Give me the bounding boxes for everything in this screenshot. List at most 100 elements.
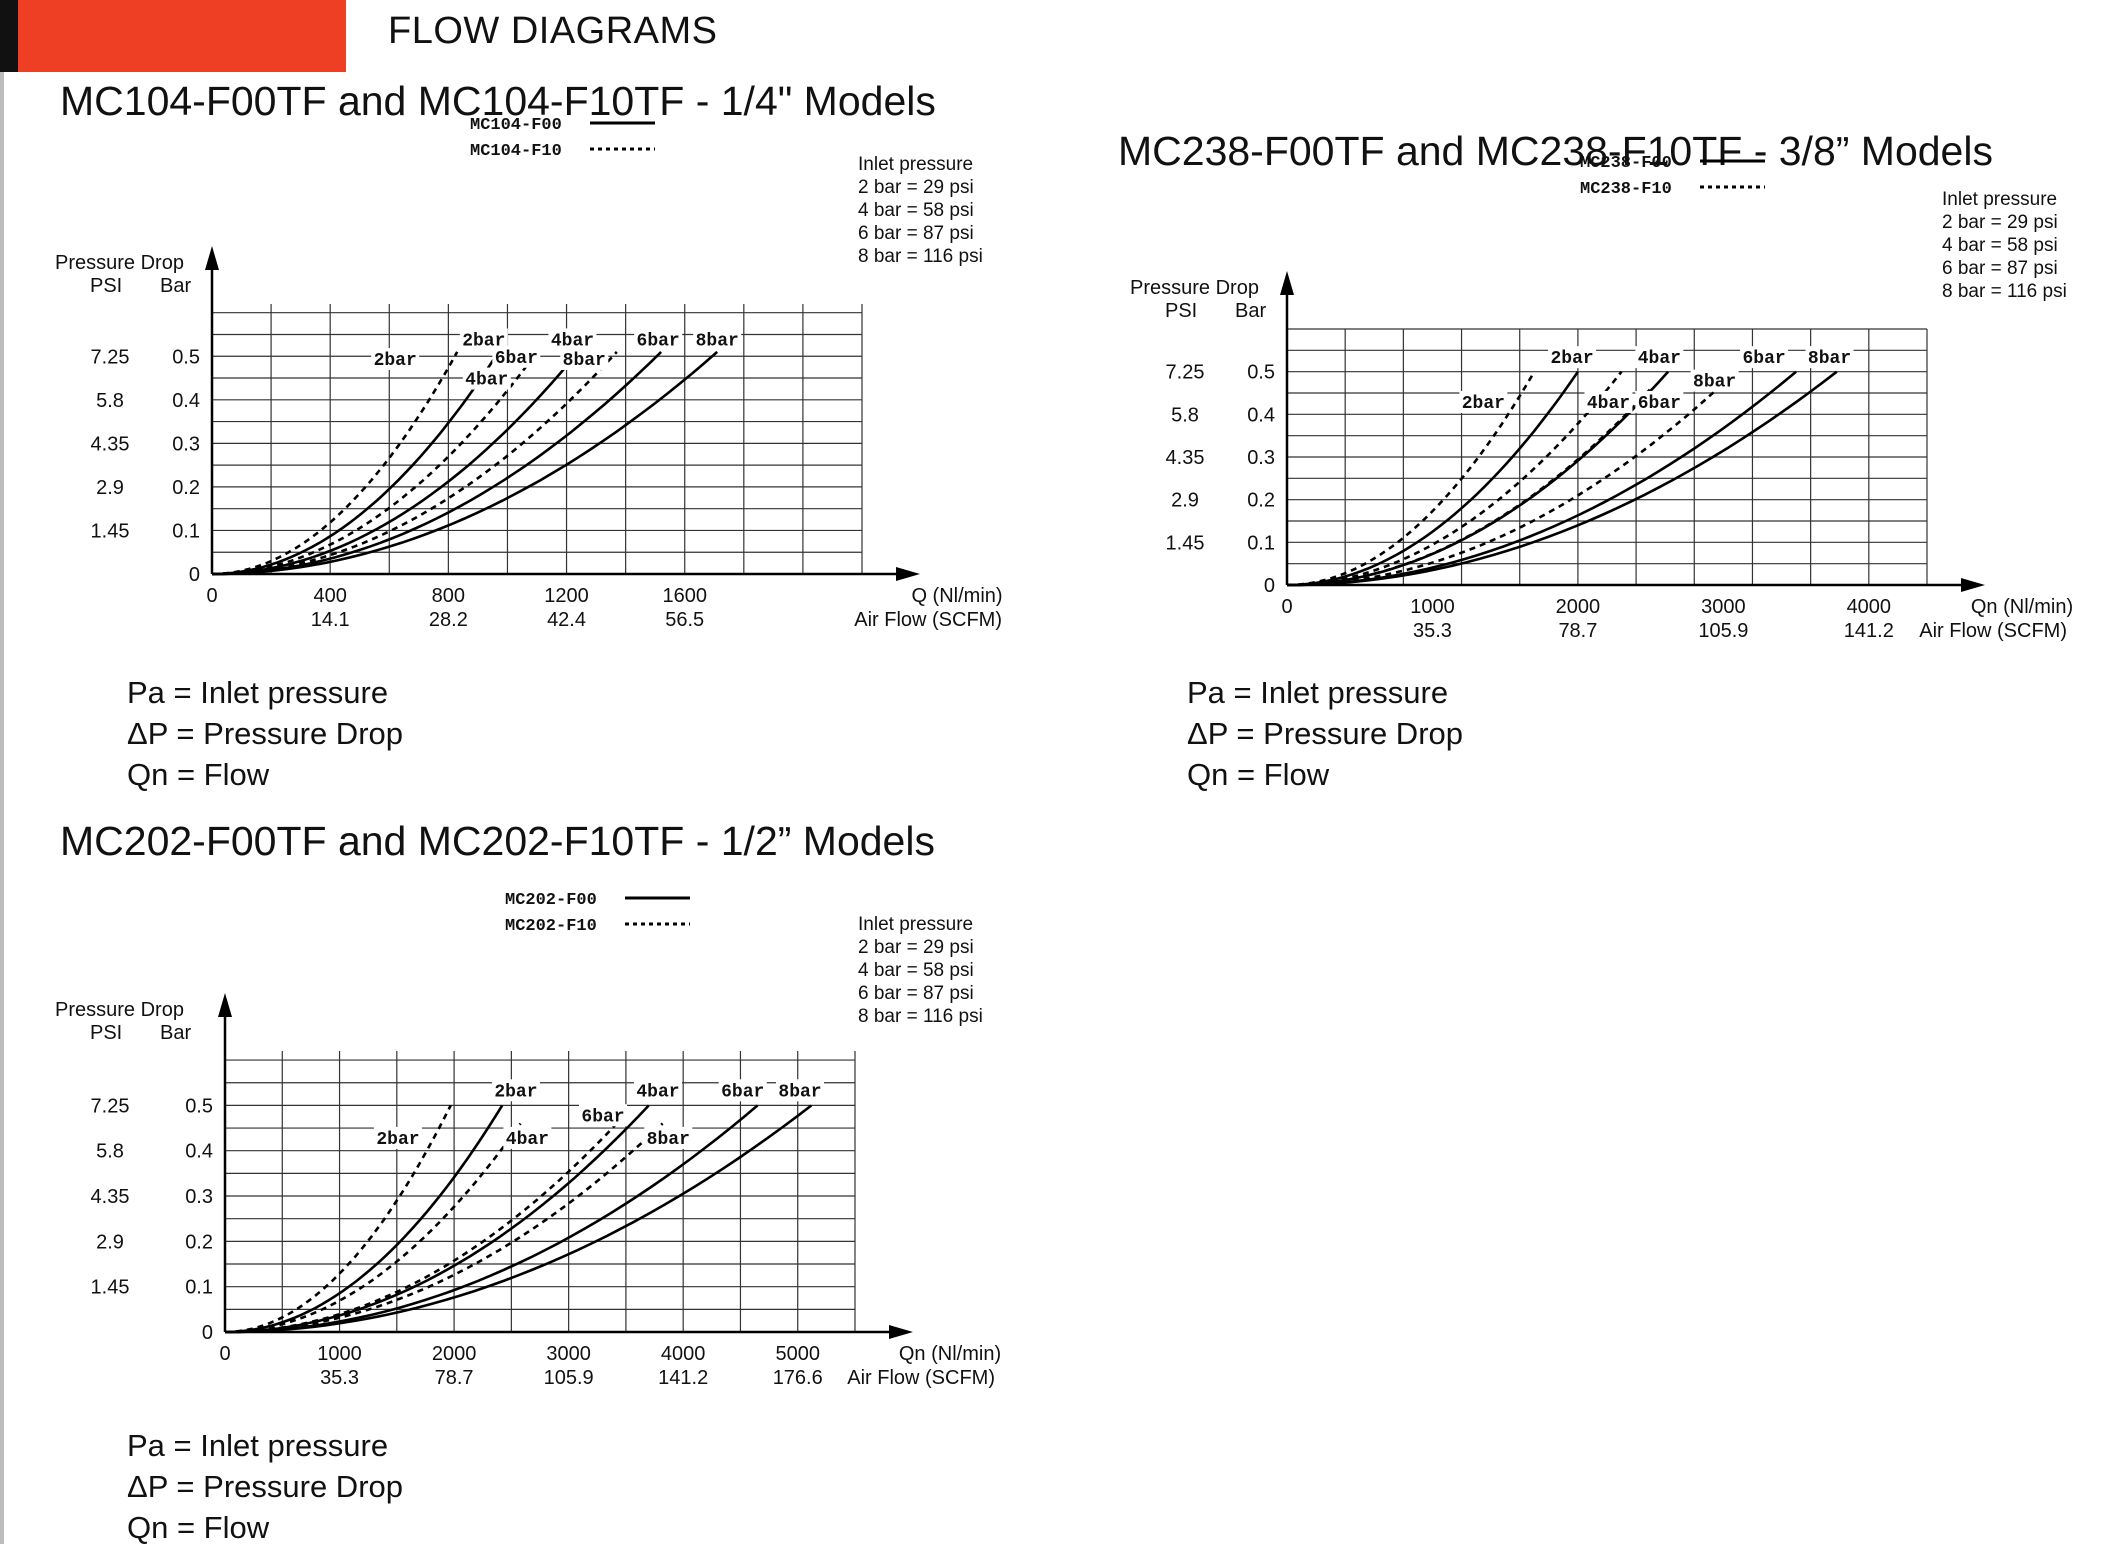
curve-8bar-f10 — [1286, 387, 1719, 587]
x-tick-secondary: 141.2 — [1844, 620, 1894, 642]
curve-6bar-f10 — [1286, 387, 1652, 587]
curve-label-bg — [548, 328, 597, 351]
key-block-2: Pa = Inlet pressure ΔP = Pressure Drop Q… — [1187, 672, 1463, 795]
curve-label: 4bar — [1638, 349, 1681, 369]
curve-label: 6bar — [581, 1107, 624, 1127]
curve-2bar-f10 — [211, 351, 459, 576]
curve-6bar-f00 — [211, 350, 663, 576]
key-dp: ΔP = Pressure Drop — [127, 1469, 404, 1504]
left-margin-rule — [0, 0, 4, 1544]
y-tick-psi: 5.8 — [96, 1141, 124, 1163]
x-tick: 1000 — [1410, 596, 1455, 618]
y-tick-bar: 0.1 — [172, 520, 200, 542]
curve-8bar-f00 — [211, 350, 719, 576]
curve-4bar-f00 — [1286, 370, 1670, 587]
curve-label: 2bar — [1462, 394, 1505, 414]
curve-label-bg — [579, 1104, 627, 1127]
key-qn: Qn = Flow — [1187, 757, 1330, 792]
header-red-bar — [18, 0, 346, 72]
curve-label: 6bar — [637, 331, 680, 351]
curve-label: 6bar — [1638, 394, 1681, 414]
y-axis-unit-bar: Bar — [160, 1022, 191, 1044]
legend-dotted-label: MC104-F10 — [470, 142, 562, 161]
x-tick: 3000 — [546, 1343, 591, 1365]
curve-2bar-f10 — [1286, 371, 1536, 587]
curve-label-bg — [693, 328, 742, 351]
curve-label: 6bar — [495, 349, 538, 369]
x-tick-secondary: 105.9 — [1698, 620, 1748, 642]
inlet-key-line: 2 bar = 29 psi — [858, 177, 974, 198]
curve-4bar-f00 — [211, 351, 580, 576]
y-tick-psi: 5.8 — [96, 390, 124, 412]
curve-label-bg — [503, 1126, 552, 1149]
curve-label-bg — [1805, 346, 1854, 369]
y-tick-psi: 7.25 — [91, 346, 130, 368]
inlet-key-line: Inlet pressure — [858, 154, 973, 175]
curve-label-bg — [1690, 369, 1739, 392]
y-tick-psi: 5.8 — [1171, 404, 1199, 426]
y-axis-title: Pressure Drop — [55, 999, 184, 1021]
y-tick-bar: 0 — [1264, 575, 1275, 597]
y-axis-title: Pressure Drop — [1130, 277, 1259, 299]
x-axis-label-secondary: Air Flow (SCFM) — [854, 609, 1002, 631]
y-axis-arrow — [218, 993, 232, 1017]
curve-label: 6bar — [1742, 349, 1785, 369]
x-tick: 0 — [219, 1343, 230, 1365]
curve-label-bg — [644, 1126, 693, 1149]
legend-dotted-label: MC238-F10 — [1580, 180, 1672, 199]
curve-6bar-f10 — [224, 1122, 618, 1334]
y-axis-unit-psi: PSI — [90, 275, 122, 297]
x-tick-secondary: 14.1 — [311, 609, 350, 631]
y-tick-bar: 0.3 — [172, 433, 200, 455]
y-tick-bar: 0 — [202, 1322, 213, 1344]
x-tick: 4000 — [661, 1343, 706, 1365]
y-tick-bar: 0.2 — [1247, 490, 1275, 512]
curve-label: 8bar — [1808, 349, 1851, 369]
curve-label-bg — [1459, 390, 1508, 413]
key-block-3: Pa = Inlet pressure ΔP = Pressure Drop Q… — [127, 1425, 403, 1548]
x-axis-label: Qn (Nl/min) — [899, 1343, 1001, 1365]
x-tick-secondary: 78.7 — [435, 1367, 474, 1389]
curve-label: 8bar — [647, 1130, 690, 1150]
y-tick-bar: 0.5 — [185, 1095, 213, 1117]
y-tick-psi: 2.9 — [96, 1231, 124, 1253]
x-tick: 2000 — [1556, 596, 1601, 618]
key-pa: Pa = Inlet pressure — [127, 675, 389, 710]
curve-8bar-f10 — [224, 1122, 664, 1334]
y-axis-unit-bar: Bar — [1235, 300, 1266, 322]
curve-label: 4bar — [506, 1130, 549, 1150]
y-tick-psi: 1.45 — [91, 520, 130, 542]
curve-label-bg — [1548, 346, 1597, 369]
x-axis-label: Q (Nl/min) — [911, 585, 1002, 607]
y-axis-unit-psi: PSI — [90, 1022, 122, 1044]
curve-2bar-f00 — [1286, 370, 1579, 587]
inlet-key-line: 4 bar = 58 psi — [1942, 235, 2058, 256]
y-tick-bar: 0.4 — [1247, 404, 1275, 426]
x-tick: 800 — [432, 585, 465, 607]
y-tick-bar: 0.5 — [172, 346, 200, 368]
x-tick: 1600 — [662, 585, 707, 607]
curve-2bar-f10 — [224, 1104, 452, 1334]
curve-label: 2bar — [1550, 349, 1593, 369]
curve-label-bg — [462, 367, 511, 390]
curve-label-bg — [633, 1079, 682, 1102]
curve-label: 2bar — [494, 1082, 537, 1102]
curve-label-bg — [492, 345, 541, 368]
curve-label: 8bar — [696, 331, 739, 351]
y-tick-psi: 1.45 — [91, 1277, 130, 1299]
inlet-key-line: 8 bar = 116 psi — [1942, 281, 2067, 302]
key-qn: Qn = Flow — [127, 1510, 270, 1545]
x-tick-secondary: 105.9 — [544, 1367, 594, 1389]
x-axis-label: Qn (Nl/min) — [1971, 596, 2073, 618]
y-tick-bar: 0.2 — [185, 1231, 213, 1253]
y-tick-psi: 4.35 — [91, 1186, 130, 1208]
y-tick-psi: 2.9 — [96, 477, 124, 499]
inlet-key-line: 2 bar = 29 psi — [1942, 212, 2058, 233]
curve-label-bg — [373, 1126, 422, 1149]
curve-label-bg — [371, 347, 420, 370]
x-tick: 4000 — [1847, 596, 1892, 618]
x-tick: 3000 — [1701, 596, 1746, 618]
y-tick-psi: 7.25 — [1166, 362, 1205, 384]
y-tick-bar: 0 — [189, 564, 200, 586]
